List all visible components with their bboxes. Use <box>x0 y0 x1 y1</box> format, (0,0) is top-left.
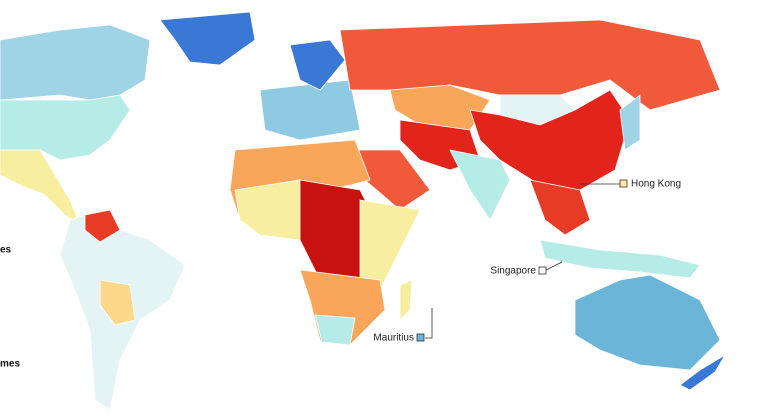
venezuela <box>84 209 121 243</box>
legend: es mes <box>0 245 20 370</box>
japan <box>619 94 641 151</box>
greenland <box>159 11 256 66</box>
madagascar <box>399 279 413 321</box>
scandinavia <box>289 39 346 91</box>
india <box>449 149 511 221</box>
legend-text: mes <box>0 359 20 370</box>
central-america <box>0 149 81 227</box>
canada <box>0 24 151 101</box>
south-africa <box>314 314 356 346</box>
singapore-marker <box>538 266 547 275</box>
countries <box>0 11 726 411</box>
indonesia <box>539 239 701 279</box>
bolivia-argentina <box>99 279 136 326</box>
southeast-asia <box>529 179 591 236</box>
hong-kong-label: Hong Kong <box>631 179 681 190</box>
china <box>469 89 631 191</box>
singapore-leader <box>545 261 563 271</box>
mauritius-label: Mauritius <box>373 333 414 344</box>
west-africa <box>234 179 301 241</box>
legend-text: es <box>0 245 12 256</box>
mauritius-marker <box>416 333 425 342</box>
australia <box>574 274 721 371</box>
mauritius-leader <box>425 308 433 339</box>
hong-kong-marker <box>619 179 628 188</box>
new-zealand <box>679 354 726 391</box>
east-africa <box>359 199 421 291</box>
singapore-label: Singapore <box>490 266 536 277</box>
callouts: Hong Kong Singapore Mauritius <box>373 179 681 344</box>
europe <box>259 79 361 141</box>
